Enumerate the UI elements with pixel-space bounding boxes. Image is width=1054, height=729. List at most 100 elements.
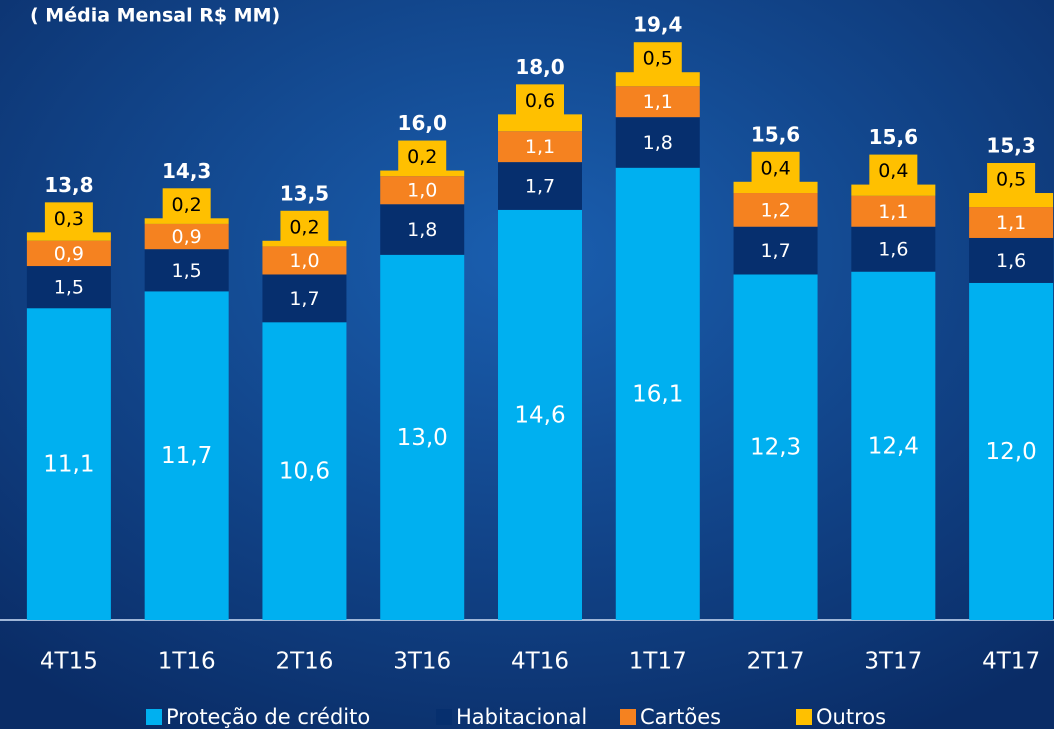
bar-segment [144,291,229,620]
bar-segment [144,218,229,224]
value-label: 11,1 [43,452,94,478]
value-label: 1,7 [760,240,790,262]
bar-segment [615,72,700,87]
x-tick-label: 4T15 [40,649,98,675]
label-box [869,154,918,187]
bar-segment [380,170,465,177]
x-tick-label: 4T16 [511,649,569,675]
total-label: 15,6 [869,125,918,149]
chart-title: ( Média Mensal R$ MM) [30,5,280,27]
value-label: 1,5 [54,277,84,299]
label-box [633,42,682,75]
value-label: 12,3 [750,435,801,461]
label-box [44,202,93,235]
bar-segment [262,322,347,620]
legend-swatch [146,709,162,725]
value-label: 13,0 [397,425,448,451]
x-tick-label: 2T17 [747,649,805,675]
value-label: 1,8 [643,132,673,154]
bar-segment [498,209,582,620]
legend-swatch [796,709,812,725]
bar-segment [380,204,465,255]
bar-segment [498,114,582,132]
bar-segment [969,282,1054,620]
legend-label: Proteção de crédito [166,705,370,729]
value-label: 1,6 [878,239,908,261]
bar-segment [969,207,1054,238]
value-label: 1,5 [172,260,202,282]
total-label: 15,6 [751,122,800,146]
value-label: 0,9 [54,243,84,265]
bar-segment [969,237,1054,283]
value-label: 1,7 [289,288,319,310]
bar-segment [615,167,700,620]
value-label: 0,2 [172,194,202,216]
label-box [162,188,211,221]
label-box [398,140,447,173]
bar-segment [380,254,465,620]
x-tick-label: 1T16 [158,649,216,675]
bar-segment [851,226,936,272]
value-label: 0,9 [172,226,202,248]
bar-segment [851,195,936,227]
legend-label: Cartões [640,705,721,729]
x-tick-label: 3T17 [864,649,922,675]
value-label: 1,0 [289,250,319,272]
bar-segment [498,162,582,210]
label-box [516,84,564,117]
bar-segment [144,249,229,292]
value-label: 14,6 [514,402,565,428]
value-label: 1,1 [878,201,908,223]
value-label: 0,5 [996,169,1026,191]
bar-segment [733,226,818,275]
label-box [751,151,800,184]
bar-segment [26,308,111,620]
bar-segment [615,86,700,118]
value-label: 12,0 [986,439,1037,465]
value-label: 11,7 [161,443,212,469]
bar-segment [262,274,347,323]
value-label: 0,2 [407,146,437,168]
bar-segment [26,266,111,309]
x-tick-label: 2T16 [275,649,333,675]
bar-segment [969,193,1054,208]
value-label: 0,3 [54,208,84,230]
value-label: 12,4 [868,433,919,459]
value-label: 1,1 [643,91,673,113]
value-label: 0,5 [643,48,673,70]
value-label: 0,4 [878,160,908,182]
bar-segment [380,176,465,205]
bar-segment [26,240,111,267]
x-tick-label: 4T17 [982,649,1040,675]
bar-segment [733,274,818,620]
value-label: 0,6 [525,90,555,112]
value-label: 10,6 [279,459,330,485]
bar-segment [851,271,936,620]
total-label: 13,5 [280,181,329,205]
value-label: 1,1 [525,136,555,158]
bar-segment [262,246,347,275]
total-label: 19,4 [633,13,682,37]
total-label: 15,3 [986,134,1035,158]
value-label: 0,4 [760,157,790,179]
legend-swatch [620,709,636,725]
value-label: 1,1 [996,212,1026,234]
value-label: 1,6 [996,250,1026,272]
value-label: 1,0 [407,180,437,202]
bar-segment [851,184,936,196]
total-label: 13,8 [44,173,93,197]
total-label: 18,0 [515,55,564,79]
label-box [280,210,329,243]
value-label: 0,2 [289,216,319,238]
bar-segment [498,131,582,163]
value-label: 1,2 [760,199,790,221]
bar-segment [144,223,229,250]
legend-label: Habitacional [456,705,587,729]
bar-segment [26,232,111,241]
bar-segment [615,117,700,168]
legend-swatch [436,709,452,725]
legend-label: Outros [816,705,886,729]
x-tick-label: 3T16 [393,649,451,675]
bar-segment [733,193,818,227]
